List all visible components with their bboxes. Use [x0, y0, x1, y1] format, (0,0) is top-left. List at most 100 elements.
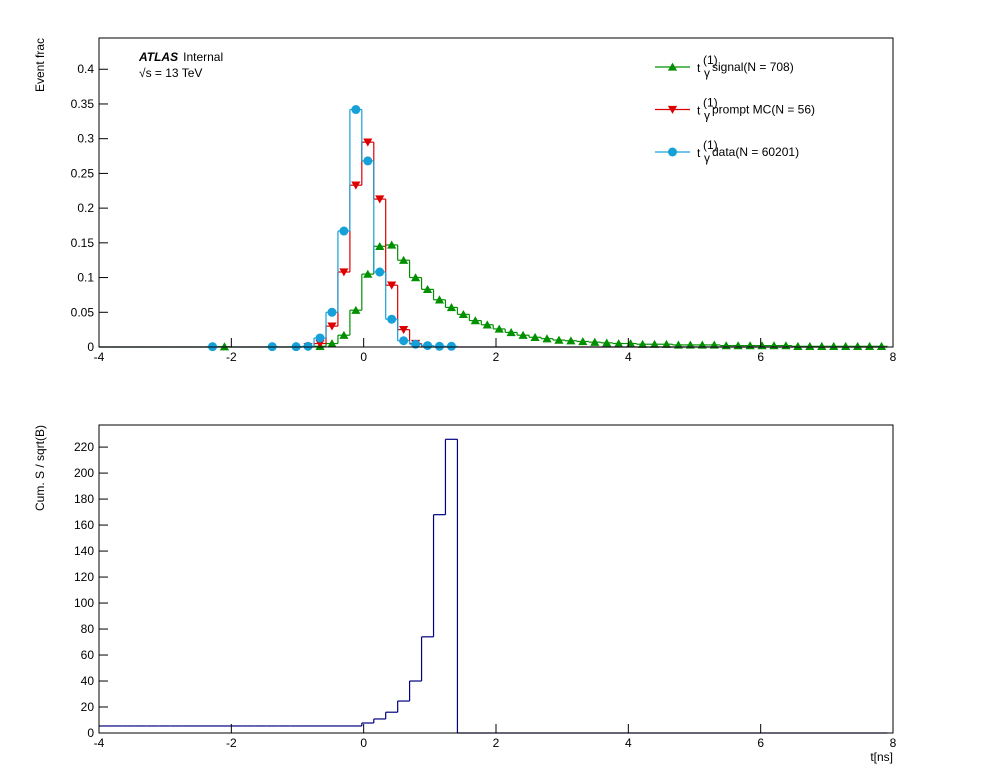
y-tick-label: 0: [87, 726, 94, 740]
marker: [327, 307, 337, 317]
y-tick-label: 200: [74, 466, 94, 480]
marker: [667, 62, 678, 71]
marker: [339, 226, 349, 236]
marker: [387, 314, 397, 324]
marker: [554, 335, 564, 344]
marker: [387, 281, 397, 290]
legend-symbol-sub: γ: [704, 109, 710, 123]
marker: [339, 330, 349, 339]
x-tick-label: -2: [226, 736, 237, 750]
marker: [494, 324, 504, 333]
x-tick-label: 0: [360, 736, 367, 750]
marker: [817, 341, 827, 350]
marker: [446, 341, 456, 351]
marker: [446, 303, 457, 312]
marker: [363, 138, 373, 147]
y-tick-label: 120: [74, 570, 94, 584]
x-tick-label: 4: [625, 350, 632, 364]
marker: [411, 339, 421, 349]
marker: [399, 336, 409, 346]
marker: [805, 341, 815, 350]
marker: [399, 255, 409, 264]
marker: [578, 337, 588, 346]
legend-symbol-sup: (1): [703, 96, 718, 110]
experiment-status: Internal: [183, 50, 223, 64]
y-tick-label: 0.25: [71, 166, 95, 180]
marker: [853, 341, 863, 350]
marker: [458, 309, 468, 319]
y-tick-label: 180: [74, 492, 94, 506]
marker: [219, 342, 230, 351]
legend-symbol-sub: γ: [704, 151, 710, 165]
y-tick-label: 20: [81, 700, 95, 714]
y-tick-label: 60: [81, 648, 95, 662]
marker: [339, 268, 349, 277]
experiment-name: ATLAS: [138, 50, 178, 64]
y-tick-label: 160: [74, 518, 94, 532]
marker: [506, 328, 516, 337]
x-tick-label: 6: [757, 736, 764, 750]
marker: [518, 330, 528, 339]
legend-label: signal(N = 708): [712, 60, 794, 74]
experiment-label: ATLAS Internal: [138, 50, 223, 64]
x-tick-label: -2: [226, 350, 237, 364]
marker: [303, 341, 313, 351]
y-tick-label: 0.3: [77, 132, 94, 146]
y-tick-label: 0.2: [77, 201, 94, 215]
y-tick-label: 140: [74, 544, 94, 558]
marker: [566, 336, 576, 345]
legend-symbol-sup: (1): [703, 138, 718, 152]
marker: [661, 339, 672, 348]
marker: [423, 341, 433, 351]
marker: [864, 341, 875, 350]
y-tick-label: 0.15: [71, 236, 95, 250]
marker: [315, 339, 325, 348]
legend-label: prompt MC(N = 56): [712, 103, 815, 117]
marker: [667, 105, 678, 114]
legend-symbol: t: [697, 104, 701, 118]
y-tick-label: 80: [81, 622, 95, 636]
marker: [649, 339, 660, 348]
marker: [434, 341, 444, 351]
y-tick-label: 0: [87, 340, 94, 354]
marker: [351, 105, 361, 115]
marker: [434, 295, 445, 304]
x-tick-label: 8: [890, 350, 897, 364]
y-axis-label: Cum. S / sqrt(B): [33, 425, 47, 511]
marker: [351, 181, 361, 190]
x-tick-label: 8: [890, 736, 897, 750]
marker: [602, 338, 612, 347]
marker: [668, 147, 677, 157]
marker: [793, 341, 803, 350]
y-tick-label: 0.1: [77, 271, 94, 285]
legend-symbol: t: [697, 61, 701, 75]
marker: [482, 320, 492, 329]
marker: [375, 241, 385, 250]
marker: [315, 333, 325, 343]
x-tick-label: 2: [493, 350, 500, 364]
marker: [399, 325, 409, 335]
marker: [351, 305, 361, 314]
marker: [876, 341, 887, 350]
marker: [375, 195, 385, 204]
x-tick-label: -4: [94, 350, 105, 364]
marker: [363, 269, 373, 278]
marker: [530, 332, 540, 341]
energy-label: √s = 13 TeV: [139, 66, 202, 80]
marker: [590, 337, 600, 346]
marker: [470, 316, 480, 325]
marker: [327, 322, 337, 331]
legend-symbol-sub: γ: [704, 66, 710, 80]
x-tick-label: 6: [757, 350, 764, 364]
y-tick-label: 0.4: [77, 62, 94, 76]
marker: [387, 240, 397, 249]
marker: [637, 339, 648, 348]
x-tick-label: 4: [625, 736, 632, 750]
marker: [614, 339, 624, 348]
marker: [375, 267, 385, 277]
marker: [327, 339, 337, 348]
x-tick-label: 2: [493, 736, 500, 750]
marker: [829, 341, 839, 350]
